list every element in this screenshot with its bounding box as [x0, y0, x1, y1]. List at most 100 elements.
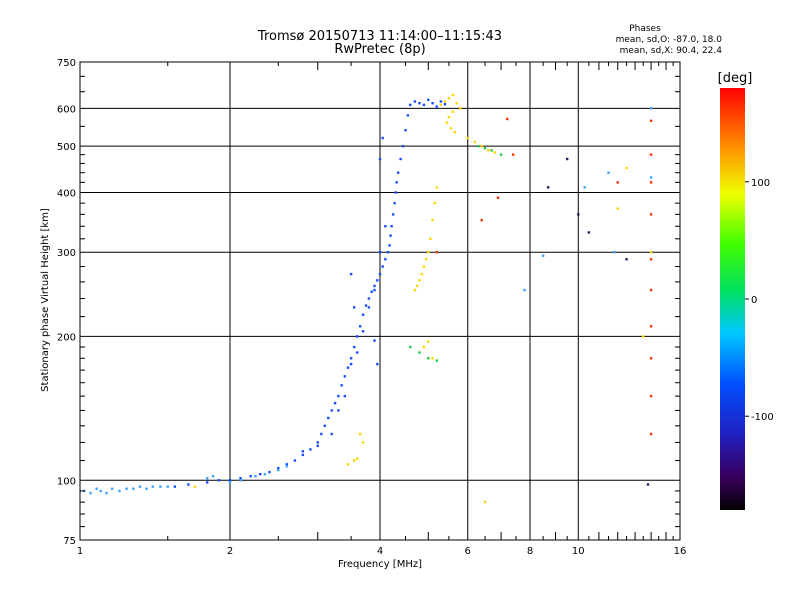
data-point	[384, 258, 387, 261]
data-point	[439, 100, 443, 103]
data-point	[483, 500, 487, 504]
data-point	[422, 103, 426, 107]
data-point	[340, 384, 343, 387]
data-point	[396, 171, 400, 174]
data-point	[418, 279, 421, 282]
data-point	[406, 114, 410, 117]
data-point	[352, 459, 356, 462]
data-point	[505, 117, 509, 121]
data-point	[337, 394, 340, 398]
data-point	[427, 251, 430, 254]
data-point	[483, 147, 487, 150]
data-point	[409, 345, 412, 349]
data-point	[316, 441, 319, 444]
phase-stats-x: mean, sd,X: 90.4, 22.4	[620, 46, 723, 56]
data-point	[239, 477, 242, 480]
data-point	[523, 288, 526, 292]
x-tick-label: 8	[527, 546, 533, 557]
data-point	[330, 432, 333, 436]
data-point	[166, 485, 169, 488]
data-point	[422, 265, 426, 268]
data-point	[211, 474, 215, 478]
data-point	[173, 485, 177, 488]
data-point	[649, 432, 653, 436]
data-point	[455, 101, 458, 105]
x-tick-label: 4	[377, 546, 383, 557]
x-axis-label: Frequency [MHz]	[338, 559, 422, 570]
data-point	[420, 272, 423, 276]
data-point	[649, 288, 653, 292]
data-point	[439, 103, 443, 107]
data-point	[285, 463, 288, 466]
data-point	[378, 251, 382, 254]
data-point	[259, 472, 262, 476]
data-point	[346, 366, 350, 369]
data-point	[490, 149, 493, 152]
data-point	[649, 153, 653, 156]
data-point	[435, 359, 438, 362]
data-point	[453, 130, 456, 134]
data-point	[433, 201, 436, 205]
data-point	[404, 128, 407, 132]
data-point	[391, 213, 395, 216]
data-point	[447, 96, 451, 100]
data-point	[493, 151, 497, 154]
data-point	[239, 479, 242, 482]
x-tick-label: 1	[77, 546, 83, 557]
data-point	[337, 409, 340, 412]
data-point	[384, 225, 387, 228]
data-point	[431, 357, 434, 360]
data-point	[649, 357, 653, 360]
data-point	[394, 191, 397, 194]
data-point	[376, 279, 379, 282]
data-point	[249, 474, 252, 478]
chart-subtitle: RwPretec (8p)	[334, 42, 425, 57]
data-point	[125, 487, 128, 490]
data-point	[499, 153, 503, 156]
phase-stats-o: mean, sd,O: -87.0, 18.0	[616, 35, 723, 45]
data-point	[349, 357, 353, 360]
colorbar-label: [deg]	[718, 71, 753, 86]
data-point	[320, 432, 323, 436]
data-point	[393, 201, 396, 205]
data-point	[401, 144, 405, 148]
data-point	[361, 313, 365, 316]
data-point	[118, 489, 121, 493]
data-point	[649, 119, 653, 123]
chart-title: Tromsø 20150713 11:14:00–11:15:43	[257, 29, 502, 44]
plot-frame	[79, 61, 681, 541]
data-point	[546, 186, 550, 189]
data-point	[355, 457, 359, 460]
data-point	[642, 335, 645, 338]
data-point	[217, 479, 221, 482]
data-point	[349, 272, 353, 276]
data-point	[649, 258, 653, 261]
data-point	[424, 258, 428, 261]
data-point	[358, 432, 362, 436]
data-point	[427, 357, 430, 360]
data-point	[386, 251, 390, 254]
data-point	[399, 157, 402, 161]
data-point	[378, 272, 382, 276]
data-point	[511, 153, 515, 156]
data-point	[649, 394, 653, 398]
data-point	[415, 284, 419, 288]
data-point	[612, 251, 616, 254]
x-tick-label: 2	[227, 546, 233, 557]
data-point	[301, 453, 305, 457]
data-point	[228, 481, 232, 484]
colorbar-ticks: 100 0 -100	[745, 178, 774, 423]
data-point	[187, 483, 190, 486]
data-point	[323, 424, 327, 428]
data-point	[409, 103, 412, 107]
y-axis: 75 100 200 300 400 500 600 750	[57, 58, 680, 547]
data-point	[480, 144, 483, 148]
data-point	[447, 115, 451, 119]
data-point	[346, 463, 350, 466]
data-point	[649, 181, 653, 184]
data-point	[110, 487, 114, 490]
data-point	[263, 472, 267, 476]
y-tick-label: 750	[57, 58, 76, 69]
data-point	[343, 375, 347, 378]
data-point	[89, 491, 92, 495]
